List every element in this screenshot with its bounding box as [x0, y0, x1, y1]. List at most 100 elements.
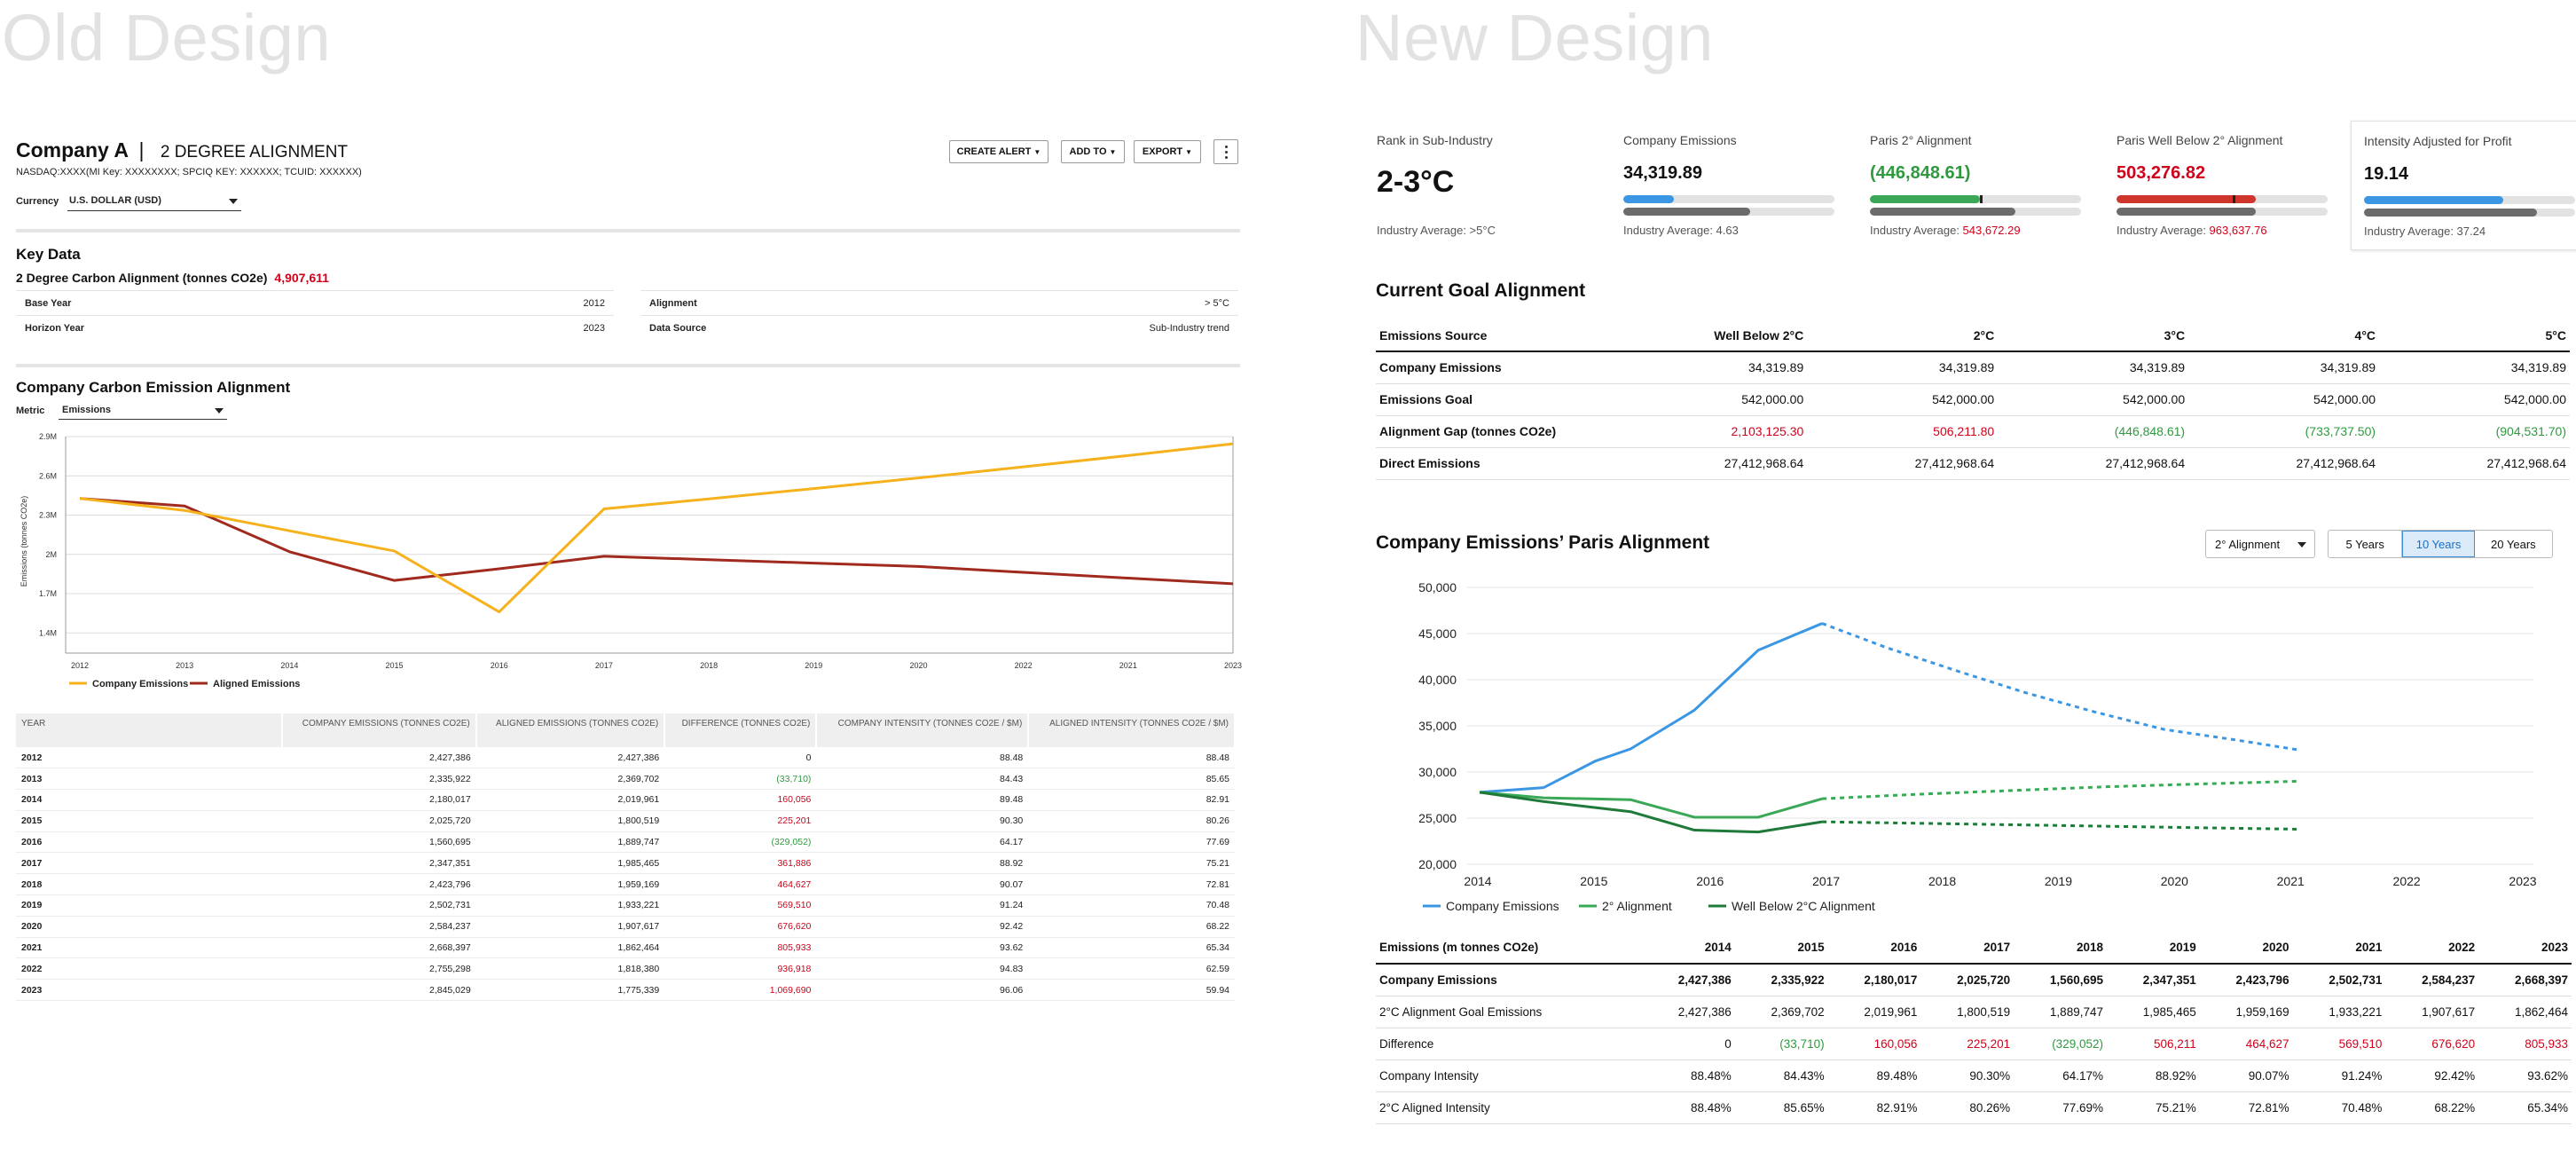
table-cell: 542,000.00	[1998, 383, 2189, 416]
create-alert-label: CREATE ALERT	[956, 146, 1032, 157]
table-cell: 2°C Alignment Goal Emissions	[1376, 996, 1642, 1028]
table-cell: 0	[664, 747, 817, 769]
add-to-button[interactable]: ADD TO ▼	[1061, 140, 1125, 163]
table-cell: 542,000.00	[1594, 383, 1808, 416]
x-tick-label: 2022	[1015, 661, 1033, 670]
dropdown-arrow-icon	[215, 408, 224, 414]
horizon-year-key: Horizon Year	[25, 322, 85, 334]
y-tick-label: 50,000	[1418, 580, 1457, 595]
table-cell: 92.42	[816, 916, 1029, 938]
table-cell: 0	[1642, 1028, 1735, 1060]
legend-label: Aligned Emissions	[213, 679, 300, 689]
table-cell: 542,000.00	[1807, 383, 1999, 416]
paris-alignment-chart: 20,000 25,000 30,000 35,000 40,000 45,000 50,0…	[1418, 580, 2537, 913]
goal-alignment-table: Emissions Source Well Below 2°C 2°C 3°C 4°C 5…	[1376, 319, 2570, 480]
title-separator: |	[138, 138, 145, 161]
range-10-years[interactable]: 10 Years	[2402, 531, 2475, 557]
x-tick-label: 2014	[280, 661, 298, 670]
table-cell: 1,985,465	[2106, 996, 2200, 1028]
y-tick-label: 40,000	[1418, 673, 1457, 687]
table-cell: 1,959,169	[2199, 996, 2293, 1028]
industry-bar-fill	[1870, 208, 2016, 216]
currency-value: U.S. DOLLAR (USD)	[69, 195, 161, 206]
industry-average: Industry Average: 543,672.29	[1870, 224, 2021, 237]
table-header: Well Below 2°C	[1594, 319, 1808, 352]
alignment-select[interactable]: 2° Alignment	[2205, 530, 2315, 558]
table-cell: 1,889,747	[2014, 996, 2107, 1028]
x-tick-label: 2018	[700, 661, 718, 670]
currency-select[interactable]: U.S. DOLLAR (USD)	[67, 192, 241, 211]
table-header: 3°C	[1998, 319, 2189, 352]
industry-average-value: >5°C	[1469, 224, 1496, 237]
legend-label: Company Emissions	[92, 679, 188, 689]
company-bar-fill	[2117, 195, 2257, 203]
table-cell: 1,985,465	[475, 852, 665, 875]
company-bar-fill	[1870, 195, 1980, 203]
more-options-icon[interactable]	[1213, 139, 1238, 164]
table-cell: 2°C Aligned Intensity	[1376, 1091, 1642, 1124]
table-cell: Difference	[1376, 1028, 1642, 1060]
table-cell: 62.59	[1028, 957, 1235, 981]
x-tick-label: 2019	[2045, 874, 2072, 888]
table-cell: 2,025,720	[1920, 964, 2014, 996]
x-tick-label: 2016	[491, 661, 508, 670]
table-cell: 676,620	[2385, 1028, 2479, 1060]
table-cell: Company Emissions	[1376, 964, 1642, 996]
table-row: Alignment Gap (tonnes CO2e) 2,103,125.30 5…	[1376, 415, 2570, 448]
industry-average-prefix: Industry Average:	[1870, 224, 1963, 237]
table-cell: 2022	[16, 957, 282, 981]
metric-select[interactable]: Emissions	[59, 400, 227, 420]
card-value: (446,848.61)	[1870, 163, 1971, 183]
table-cell: 90.07%	[2199, 1059, 2293, 1092]
card-value: 19.14	[2364, 164, 2409, 184]
table-cell: 88.48	[816, 747, 1029, 769]
metric-card: Paris 2° Alignment (446,848.61) Industry A…	[1857, 121, 2095, 250]
table-cell: 34,319.89	[1998, 351, 2189, 384]
table-row: Difference 0 (33,710) 160,056 225,201 (329,05…	[1376, 1028, 2572, 1060]
industry-bar	[2117, 208, 2328, 216]
currency-label: Currency	[16, 196, 59, 207]
y-tick-label: 2M	[45, 550, 57, 559]
series-projected-line	[1822, 779, 2298, 800]
x-tick-label: 2023	[2509, 874, 2536, 888]
export-button[interactable]: EXPORT ▼	[1134, 140, 1201, 163]
table-cell: 936,918	[664, 957, 817, 981]
table-cell: 2,180,017	[1827, 964, 1921, 996]
range-selector: 5 Years 10 Years 20 Years	[2328, 530, 2553, 558]
table-row: 2018 2,423,796 1,959,169 464,627 90.07 72.81	[16, 873, 1235, 896]
industry-average: Industry Average: >5°C	[1377, 224, 1496, 237]
carbon-alignment-line: 2 Degree Carbon Alignment (tonnes CO2e) 4…	[16, 271, 329, 285]
metric-card: Paris Well Below 2° Alignment 503,276.82 I…	[2104, 121, 2342, 250]
table-cell: 225,201	[1920, 1028, 2014, 1060]
table-cell: (33,710)	[664, 768, 817, 791]
industry-average: Industry Average: 4.63	[1623, 224, 1739, 237]
company-bar-fill	[2364, 196, 2504, 204]
horizon-year-row: Horizon Year 2023	[16, 315, 614, 340]
table-cell: 2,668,397	[2478, 964, 2572, 996]
base-year-value: 2012	[583, 297, 605, 309]
carbon-alignment-label: 2 Degree Carbon Alignment (tonnes CO2e)	[16, 271, 268, 285]
table-cell: 2,335,922	[282, 768, 476, 791]
table-cell: 59.94	[1028, 979, 1235, 1002]
table-header: 2020	[2199, 932, 2293, 965]
table-header: Emissions (m tonnes CO2e)	[1376, 932, 1642, 965]
table-cell: 464,627	[2199, 1028, 2293, 1060]
x-tick-label: 2018	[1928, 874, 1956, 888]
table-cell: 2,423,796	[2199, 964, 2293, 996]
table-cell: 1,069,690	[664, 979, 817, 1002]
table-row: 2012 2,427,386 2,427,386 0 88.48 88.48	[16, 747, 1235, 769]
table-row: 2020 2,584,237 1,907,617 676,620 92.42 68.22	[16, 916, 1235, 938]
y-tick-label: 25,000	[1418, 811, 1457, 825]
range-5-years[interactable]: 5 Years	[2329, 531, 2403, 557]
table-cell: 65.34	[1028, 937, 1235, 959]
table-header: Emissions Source	[1376, 319, 1594, 352]
table-cell: 70.48	[1028, 894, 1235, 917]
y-tick-label: 1.7M	[39, 589, 57, 598]
table-header: ALIGNED INTENSITY (TONNES CO2E / $M)	[1028, 713, 1236, 747]
table-cell: 2,019,961	[475, 789, 665, 811]
table-cell: 225,201	[664, 810, 817, 832]
table-cell: 542,000.00	[2188, 383, 2380, 416]
range-20-years[interactable]: 20 Years	[2491, 537, 2536, 551]
dropdown-arrow-icon	[229, 199, 238, 204]
create-alert-button[interactable]: CREATE ALERT ▼	[949, 140, 1048, 163]
